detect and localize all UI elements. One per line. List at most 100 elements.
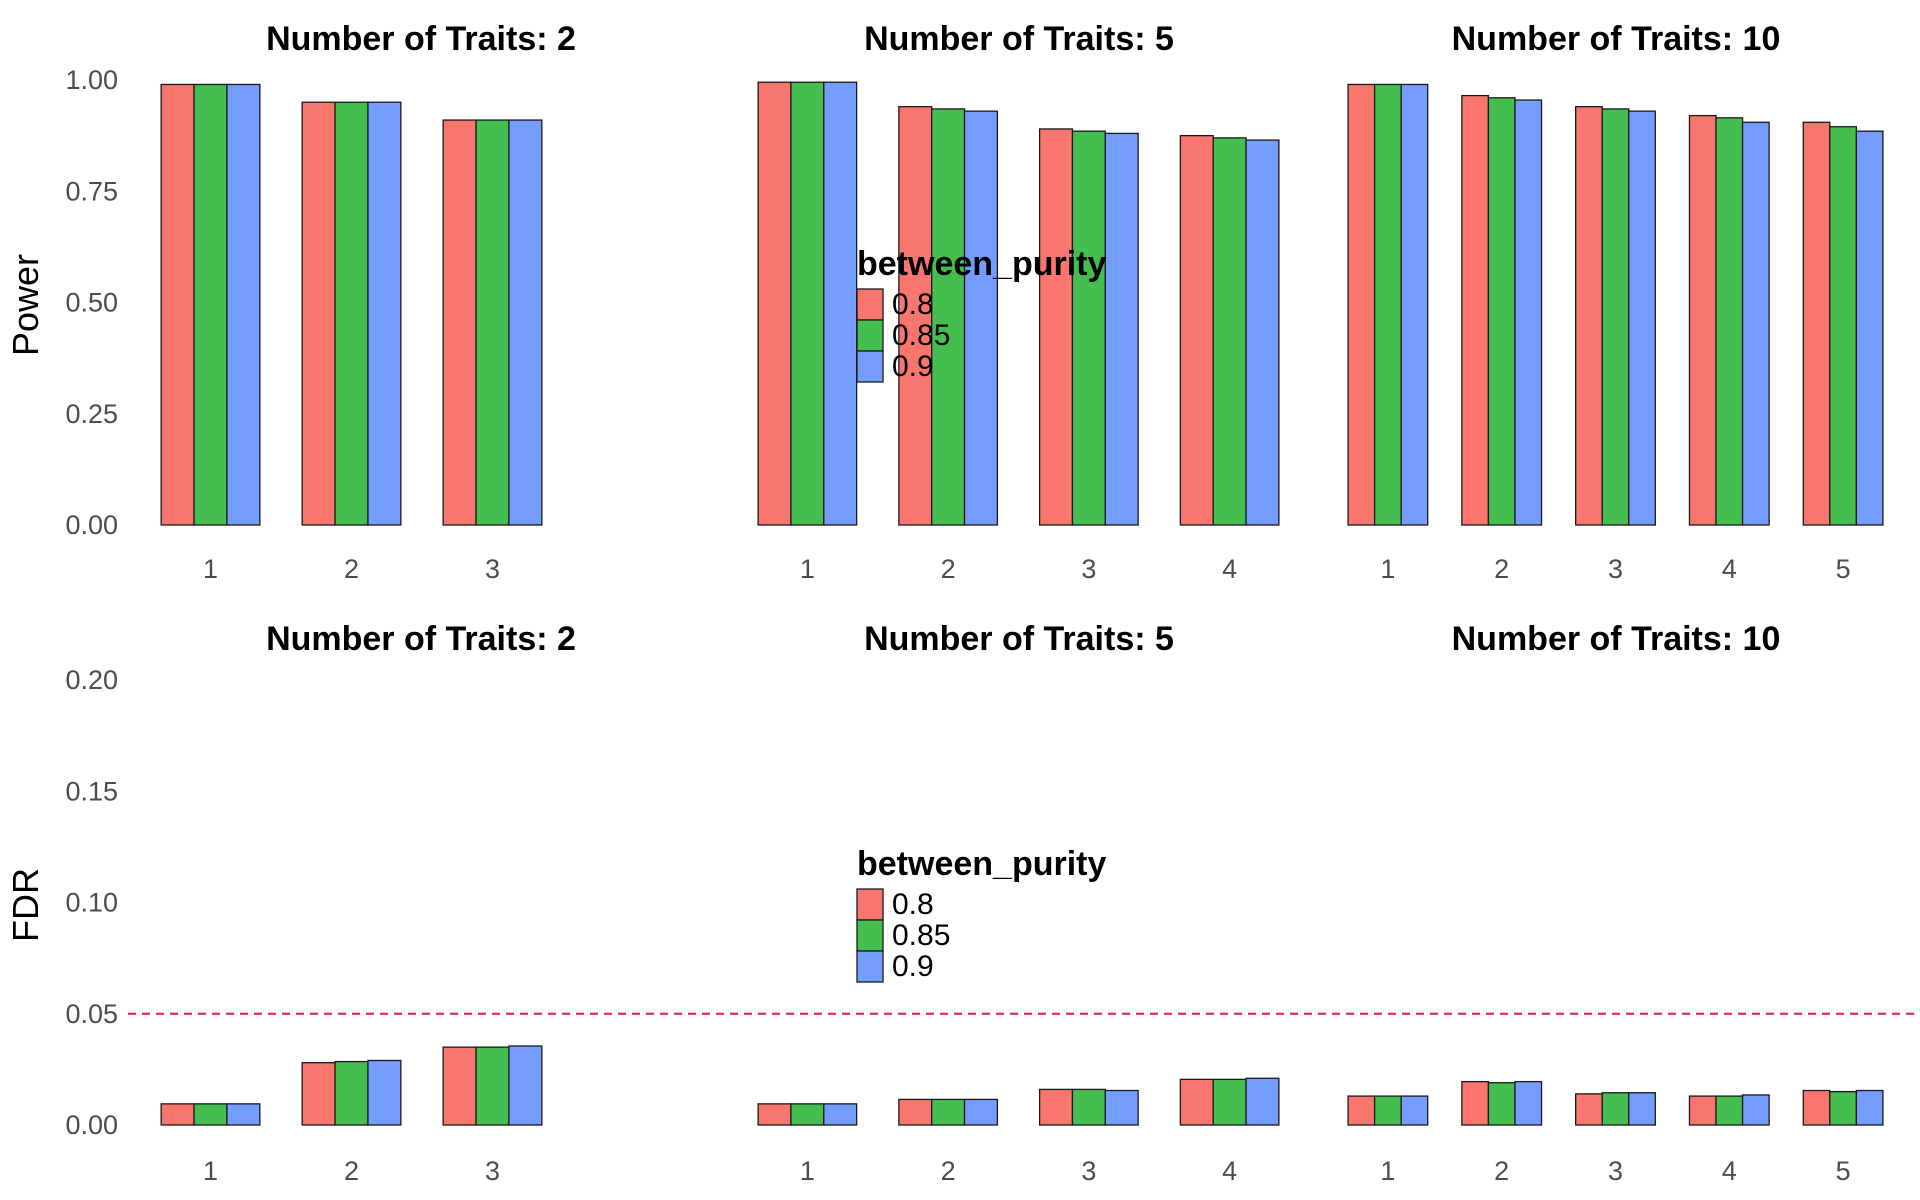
fdr-bar [898,1098,933,1126]
power-bar [367,101,402,526]
power-bar [1071,130,1106,526]
fdr-bar [301,1062,336,1126]
fdr-bar [757,1103,792,1126]
power-bar [757,81,792,526]
power-bar [1179,134,1214,526]
fdr-x-tick-label: 2 [344,1156,359,1186]
fdr-bar [367,1059,402,1126]
power-bar [963,110,999,526]
power-x-tick-label: 4 [1722,554,1737,584]
fdr-bar [1373,1095,1402,1126]
power-y-tick-label: 1.00 [65,65,118,95]
power-bar [1038,128,1074,526]
power-bar [931,108,966,526]
power-x-tick-label: 3 [485,554,500,584]
fdr-x-tick-label: 1 [203,1156,218,1186]
power-y-tick-label: 0.50 [65,288,118,318]
fdr-x-tick-label: 4 [1722,1156,1737,1186]
power-panel-title: Number of Traits: 5 [864,20,1174,58]
fdr-legend-label: 0.9 [892,950,934,983]
fdr-bar [475,1046,510,1126]
power-x-tick-label: 3 [1608,554,1623,584]
fdr-bar [193,1103,228,1126]
fdr-x-tick-label: 1 [1380,1156,1395,1186]
fdr-y-tick-label: 0.05 [65,999,118,1029]
fdr-bar [1628,1092,1656,1126]
power-y-tick-label: 0.00 [65,510,118,540]
fdr-bar [1487,1082,1516,1126]
power-bar [508,119,543,526]
power-bar [1487,97,1516,526]
power-panel-title: Number of Traits: 2 [266,20,576,58]
fdr-bar [963,1098,999,1126]
fdr-x-tick-label: 5 [1836,1156,1851,1186]
power-x-tick-label: 2 [1494,554,1509,584]
fdr-bar [508,1045,543,1126]
power-bar [1829,126,1858,526]
fdr-bar [334,1060,369,1126]
power-legend-key [856,319,884,352]
power-bar [1104,132,1139,526]
fdr-x-tick-label: 3 [485,1156,500,1186]
fdr-bar [931,1098,966,1126]
power-bar [823,81,858,526]
fdr-bar [226,1103,261,1126]
power-x-tick-label: 4 [1222,554,1237,584]
fdr-bar [1741,1094,1770,1126]
power-bar [1688,114,1717,526]
power-bar [301,101,336,526]
fdr-y-tick-label: 0.15 [65,776,118,806]
fdr-legend-key [856,950,884,983]
power-legend-label: 0.9 [892,350,934,383]
power-bar [160,83,195,526]
fdr-bar [1104,1089,1139,1126]
power-x-tick-label: 2 [941,554,956,584]
fdr-legend-label: 0.85 [892,919,950,952]
fdr-bar [1400,1095,1429,1126]
power-bar [898,106,933,526]
power-bar [1373,83,1402,526]
fdr-bar [1715,1095,1744,1126]
fdr-x-tick-label: 3 [1608,1156,1623,1186]
power-bar [442,119,477,526]
power-x-tick-label: 1 [1380,554,1395,584]
power-legend-label: 0.8 [892,288,934,321]
fdr-x-tick-label: 3 [1081,1156,1096,1186]
power-x-tick-label: 3 [1081,554,1096,584]
power-panel-title: Number of Traits: 10 [1452,20,1781,58]
power-bar [1212,137,1247,526]
fdr-bar [1347,1095,1376,1126]
fdr-y-tick-label: 0.00 [65,1110,118,1140]
power-bar [1575,106,1603,526]
fdr-x-tick-label: 2 [941,1156,956,1186]
fdr-legend-title: between_purity [857,845,1106,883]
power-bar [1347,83,1376,526]
power-bar [1855,130,1884,526]
power-bar [1628,110,1656,526]
fdr-panel-title: Number of Traits: 5 [864,620,1174,658]
fdr-panel-title: Number of Traits: 10 [1452,620,1781,658]
fdr-y-tick-label: 0.10 [65,888,118,918]
power-bar [1601,108,1630,526]
power-bar [1741,121,1770,526]
plot-layer: 0.00 0.25 0.50 0.75 1.00 Number of Traits: 2 1… [65,20,1918,1186]
power-x-tick-label: 2 [344,554,359,584]
fdr-bar [1212,1078,1247,1126]
power-bar [226,83,261,526]
power-axis-title: Power [5,254,46,356]
fdr-bar [1461,1080,1490,1126]
power-bar [193,83,228,526]
fdr-bar [1575,1093,1603,1126]
power-legend-label: 0.85 [892,319,950,352]
fdr-bar [1829,1090,1858,1126]
power-legend-key [856,288,884,321]
power-bar [1245,139,1280,526]
power-y-tick-label: 0.25 [65,399,118,429]
fdr-bar [1601,1092,1630,1126]
fdr-bar [1038,1088,1074,1126]
power-legend-title: between_purity [857,245,1106,283]
fdr-bar [160,1103,195,1126]
power-bar [1461,94,1490,526]
power-x-tick-label: 5 [1836,554,1851,584]
